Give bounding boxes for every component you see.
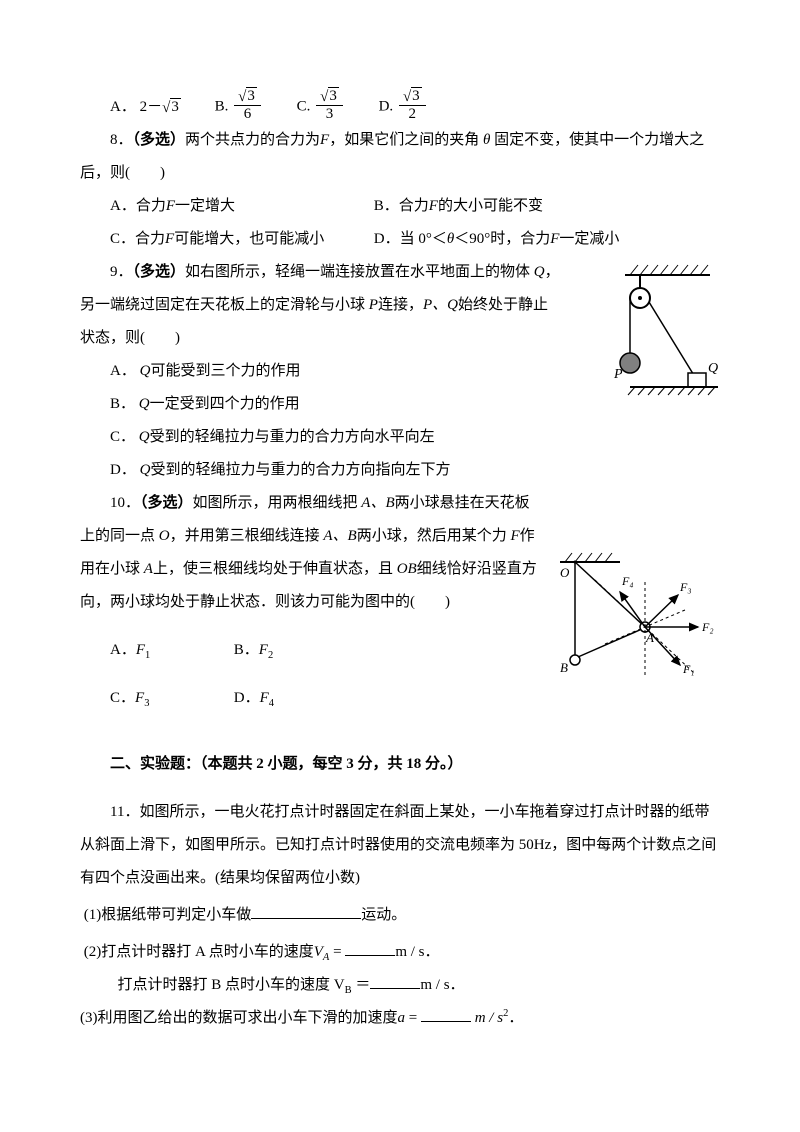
blank-a [421, 1006, 471, 1022]
blank-vb [370, 973, 420, 989]
svg-text:F₂: F₂ [701, 620, 714, 634]
q7-a-prefix: A． [110, 99, 136, 115]
q7-a-sqrt: 3 [162, 91, 181, 124]
q7-opt-c: C. 3 3 [297, 90, 345, 124]
q11-stem: 11．如图所示，一电火花打点计时器固定在斜面上某处，一小车拖着穿过打点计时器的纸… [80, 796, 720, 895]
q7-opt-b: B. 3 6 [215, 90, 263, 124]
q8-options-row2: C．合力F可能增大，也可能减小 D．当 0°＜θ＜90°时，合力F一定减小 [80, 223, 720, 256]
q7-b-frac: 3 6 [234, 88, 261, 122]
q8-options-row1: A．合力F一定增大 B．合力F的大小可能不变 [80, 190, 720, 223]
svg-text:B: B [560, 660, 568, 675]
q7-a-pre: 2－ [140, 99, 163, 115]
q11-part1: (1)根据纸带可判定小车做运动。 [80, 899, 720, 932]
q9-stem: 9．（多选）如右图所示，轻绳一端连接放置在水平地面上的物体 Q，另一端绕过固定在… [80, 256, 720, 355]
q11-part3: (3)利用图乙给出的数据可求出小车下滑的加速度a = m / s2． [80, 1002, 720, 1035]
q7-d-frac: 3 2 [399, 88, 426, 122]
q7-b-prefix: B. [215, 98, 229, 114]
q11-part2b: 打点计时器打 B 点时小车的速度 VB ＝m / s． [80, 969, 720, 1002]
q9-opt-a: A． Q可能受到三个力的作用 [80, 355, 720, 388]
svg-text:F₁: F₁ [682, 662, 695, 676]
q9-opt-d: D． Q受到的轻绳拉力与重力的合力方向指向左下方 [80, 454, 720, 487]
q10-stem: 10．（多选）如图所示，用两根细线把 A、B两小球悬挂在天花板上的同一点 O，并… [80, 487, 720, 619]
blank-motion [251, 903, 361, 919]
q7-c-frac: 3 3 [316, 88, 343, 122]
q7-opt-d: D. 3 2 [379, 90, 428, 124]
q9-opt-b: B． Q一定受到四个力的作用 [80, 388, 720, 421]
q7-c-prefix: C. [297, 98, 311, 114]
q11-part2a: (2)打点计时器打 A 点时小车的速度VA = m / s． [80, 936, 720, 969]
q7-d-prefix: D. [379, 98, 394, 114]
blank-va [345, 940, 395, 956]
section-2-title: 二、实验题：（本题共 2 小题，每空 3 分，共 18 分。） [80, 748, 720, 781]
q8-stem: 8．（多选）两个共点力的合力为F，如果它们之间的夹角 θ 固定不变，使其中一个力… [80, 124, 720, 190]
q7-options: A． 2－3 B. 3 6 C. 3 3 D. 3 2 [80, 90, 720, 124]
q9-opt-c: C． Q受到的轻绳拉力与重力的合力方向水平向左 [80, 421, 720, 454]
q7-opt-a: A． 2－3 [110, 91, 181, 124]
